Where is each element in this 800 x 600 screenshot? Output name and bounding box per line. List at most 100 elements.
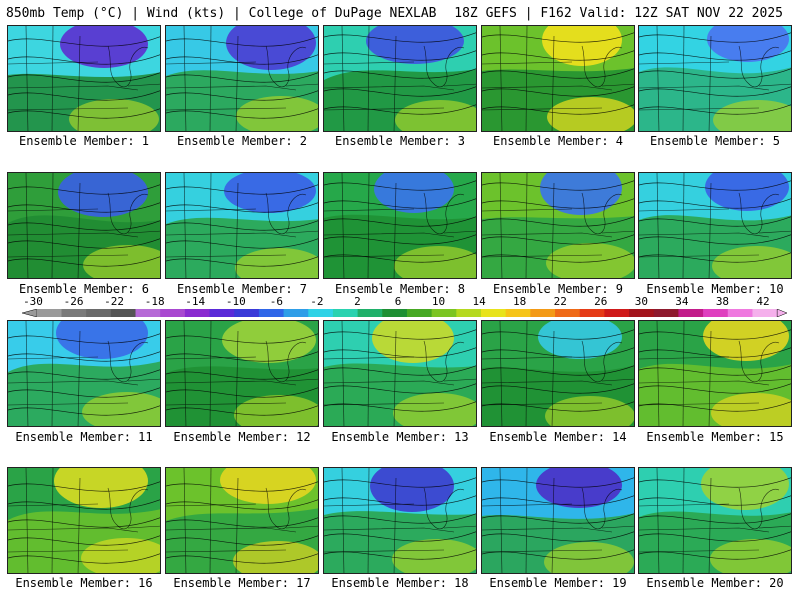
colorbar-tick-label: 22 bbox=[553, 295, 567, 308]
ensemble-panel bbox=[481, 25, 635, 132]
colorbar-segment bbox=[579, 309, 605, 317]
temperature-map bbox=[639, 26, 791, 131]
colorbar-segment bbox=[382, 309, 408, 317]
temperature-map bbox=[324, 321, 476, 426]
colorbar-tick-label: 6 bbox=[394, 295, 402, 308]
ensemble-panel bbox=[323, 320, 477, 427]
ensemble-panel bbox=[481, 467, 635, 574]
ensemble-member-label: Ensemble Member: 2 bbox=[176, 134, 308, 148]
colorbar-segment bbox=[481, 309, 507, 317]
colorbar-segment bbox=[431, 309, 457, 317]
colorbar-tick-label: -26 bbox=[63, 295, 84, 308]
colorbar-segment bbox=[678, 309, 704, 317]
ensemble-panel bbox=[638, 320, 792, 427]
ensemble-panel bbox=[638, 172, 792, 279]
temperature-map bbox=[482, 468, 634, 573]
temperature-map bbox=[482, 321, 634, 426]
ensemble-member-label: Ensemble Member: 15 bbox=[646, 430, 784, 444]
colorbar-segment bbox=[604, 309, 630, 317]
colorbar-segment bbox=[86, 309, 112, 317]
ensemble-member-label: Ensemble Member: 14 bbox=[489, 430, 627, 444]
colorbar-tick-label: -6 bbox=[269, 295, 283, 308]
ensemble-panel bbox=[481, 320, 635, 427]
colorbar-tick-label: 42 bbox=[756, 295, 770, 308]
colorbar-segment bbox=[61, 309, 87, 317]
ensemble-panel bbox=[638, 25, 792, 132]
temperature-map bbox=[8, 468, 160, 573]
ensemble-member-label: Ensemble Member: 9 bbox=[492, 282, 624, 296]
ensemble-member-label: Ensemble Member: 16 bbox=[15, 576, 153, 590]
ensemble-panel bbox=[7, 172, 161, 279]
colorbar-segment bbox=[110, 309, 137, 317]
colorbar-segment bbox=[530, 309, 556, 317]
colorbar-segment bbox=[505, 309, 531, 317]
colorbar-tick-label: 10 bbox=[431, 295, 446, 308]
colorbar-tick-label: 30 bbox=[634, 295, 648, 308]
temperature-map bbox=[324, 468, 476, 573]
ensemble-panel bbox=[323, 25, 477, 132]
temperature-map bbox=[8, 321, 160, 426]
temperature-map bbox=[8, 173, 160, 278]
ensemble-member-label: Ensemble Member: 4 bbox=[492, 134, 624, 148]
ensemble-member-label: Ensemble Member: 8 bbox=[334, 282, 466, 296]
temperature-map bbox=[166, 173, 318, 278]
colorbar-tick-label: -18 bbox=[144, 295, 165, 308]
colorbar-segment bbox=[357, 309, 383, 317]
colorbar-segment bbox=[308, 309, 334, 317]
temperature-map bbox=[482, 173, 634, 278]
colorbar-tick-label: -14 bbox=[185, 295, 206, 308]
colorbar-tick-label: 2 bbox=[354, 295, 361, 308]
colorbar-segment bbox=[234, 309, 260, 317]
temperature-map bbox=[639, 468, 791, 573]
colorbar-segment bbox=[209, 309, 235, 317]
ensemble-member-label: Ensemble Member: 3 bbox=[334, 134, 466, 148]
colorbar-segment bbox=[332, 309, 359, 317]
ensemble-member-label: Ensemble Member: 19 bbox=[489, 576, 627, 590]
colorbar-segment bbox=[703, 309, 729, 317]
temperature-map bbox=[166, 26, 318, 131]
valid-time: 18Z GEFS | F162 Valid: 12Z SAT NOV 22 20… bbox=[454, 6, 783, 21]
ensemble-panel bbox=[7, 25, 161, 132]
ensemble-member-label: Ensemble Member: 5 bbox=[649, 134, 781, 148]
temperature-map bbox=[324, 26, 476, 131]
ensemble-panel bbox=[165, 320, 319, 427]
ensemble-panel bbox=[7, 320, 161, 427]
colorbar-tick-label: 38 bbox=[715, 295, 730, 308]
colorbar-segment bbox=[752, 309, 778, 317]
colorbar-tick-label: -2 bbox=[310, 295, 324, 308]
colorbar-segment bbox=[283, 309, 309, 317]
colorbar-tick-label: -10 bbox=[225, 295, 246, 308]
colorbar-tick-label: 18 bbox=[513, 295, 527, 308]
colorbar-segment bbox=[160, 309, 186, 317]
temperature-map bbox=[639, 173, 791, 278]
temperature-map bbox=[482, 26, 634, 131]
temperature-map bbox=[166, 321, 318, 426]
colorbar-segment bbox=[258, 309, 285, 317]
colorbar-tick-label: -30 bbox=[23, 295, 43, 308]
ensemble-member-label: Ensemble Member: 11 bbox=[15, 430, 153, 444]
ensemble-member-label: Ensemble Member: 12 bbox=[173, 430, 311, 444]
ensemble-panel bbox=[165, 25, 319, 132]
ensemble-member-label: Ensemble Member: 17 bbox=[173, 576, 311, 590]
colorbar-segment bbox=[727, 309, 753, 317]
colorbar-segment bbox=[184, 309, 211, 317]
colorbar-segment bbox=[135, 309, 161, 317]
colorbar-segment bbox=[406, 309, 433, 317]
ensemble-member-label: Ensemble Member: 13 bbox=[331, 430, 469, 444]
temperature-map bbox=[639, 321, 791, 426]
colorbar-tick-label: 26 bbox=[594, 295, 608, 308]
ensemble-panel bbox=[323, 172, 477, 279]
ensemble-panel bbox=[165, 467, 319, 574]
colorbar-tick-label: 14 bbox=[472, 295, 486, 308]
ensemble-panel bbox=[165, 172, 319, 279]
ensemble-member-label: Ensemble Member: 1 bbox=[18, 134, 150, 148]
ensemble-member-label: Ensemble Member: 7 bbox=[176, 282, 308, 296]
ensemble-panel bbox=[7, 467, 161, 574]
chart-title: 850mb Temp (°C) | Wind (kts) | College o… bbox=[6, 6, 437, 21]
ensemble-member-label: Ensemble Member: 18 bbox=[331, 576, 469, 590]
colorbar-segment bbox=[653, 309, 679, 317]
ensemble-panel bbox=[323, 467, 477, 574]
ensemble-panel bbox=[638, 467, 792, 574]
colorbar-segment bbox=[36, 309, 62, 317]
colorbar-tick-label: 34 bbox=[675, 295, 689, 308]
